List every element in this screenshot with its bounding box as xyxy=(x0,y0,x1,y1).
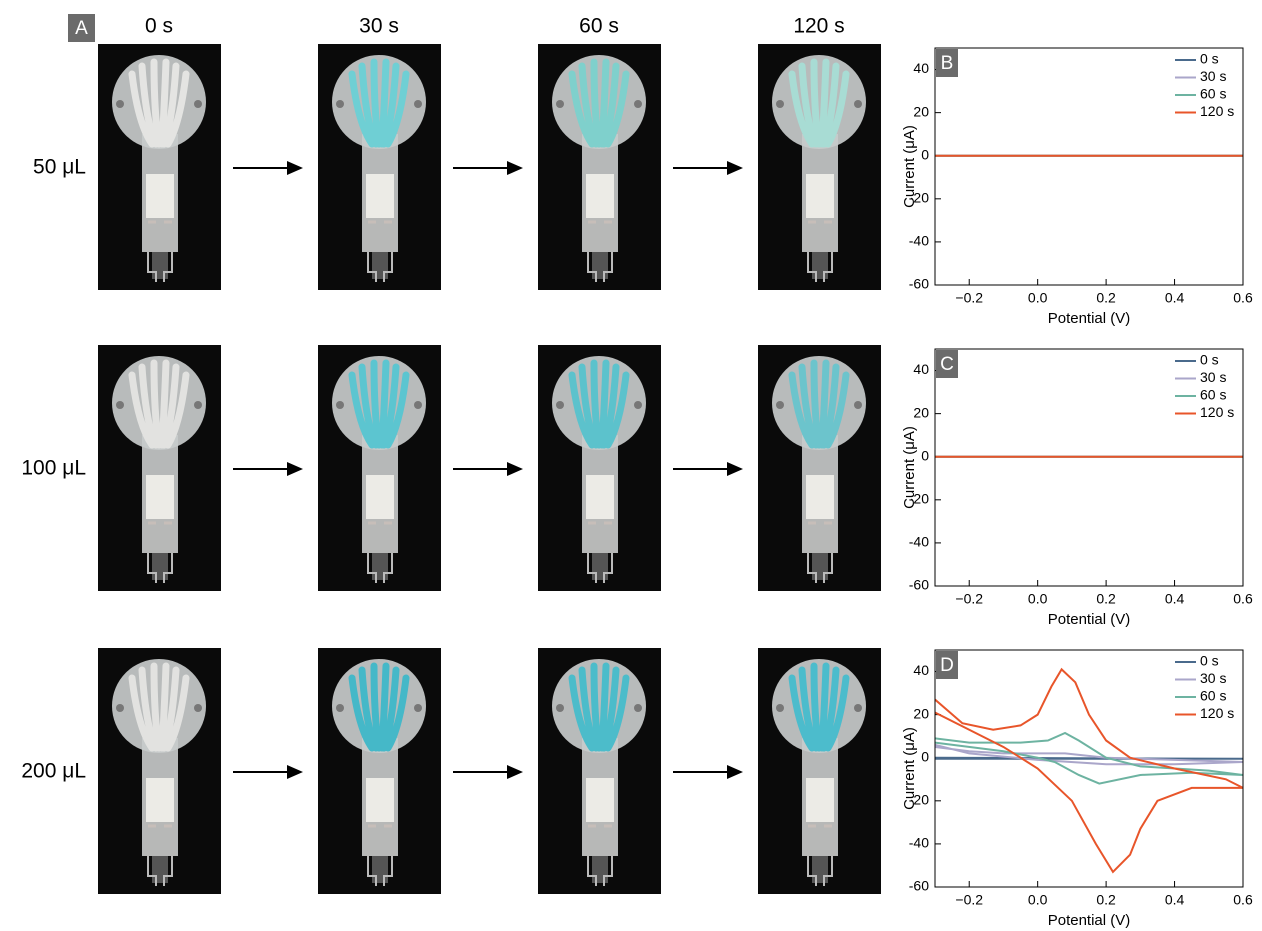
device-photo xyxy=(538,648,661,894)
panel-label: B xyxy=(941,53,954,74)
series-line xyxy=(935,731,1243,785)
panel-label: D xyxy=(940,655,954,676)
y-tick-label: 0 xyxy=(921,447,929,463)
x-tick-label: 0.2 xyxy=(1096,290,1116,306)
plot-frame xyxy=(934,47,1244,286)
x-tick-label: 0.6 xyxy=(1233,290,1253,306)
x-axis-title: Potential (V) xyxy=(1048,912,1131,929)
y-tick-label: -20 xyxy=(909,491,929,507)
legend-label: 120 s xyxy=(1200,103,1234,119)
series-line xyxy=(935,756,1243,760)
arrow-head xyxy=(727,765,743,779)
plot-frame xyxy=(934,649,1244,888)
series-line xyxy=(935,743,1243,766)
device-photo xyxy=(538,345,661,591)
volume-label: 200 μL xyxy=(21,760,86,783)
y-tick-label: -20 xyxy=(909,792,929,808)
legend-label: 30 s xyxy=(1200,369,1226,385)
y-tick-label: 20 xyxy=(913,103,929,119)
x-tick-label: 0.4 xyxy=(1165,290,1185,306)
x-tick-label: 0.6 xyxy=(1233,892,1253,908)
y-tick-label: 40 xyxy=(913,662,929,678)
y-tick-label: -60 xyxy=(909,276,929,292)
panel-label-box xyxy=(936,350,958,378)
x-tick-label: 0.4 xyxy=(1165,892,1185,908)
x-tick-label: 0.2 xyxy=(1096,892,1116,908)
y-tick-label: 20 xyxy=(913,705,929,721)
device-photo xyxy=(98,44,221,290)
panel-label: C xyxy=(940,354,954,375)
arrow-head xyxy=(507,765,523,779)
legend-label: 60 s xyxy=(1200,86,1226,102)
y-tick-label: -40 xyxy=(909,233,929,249)
arrow-head xyxy=(287,161,303,175)
series-line xyxy=(935,667,1243,874)
y-tick-label: -60 xyxy=(909,878,929,894)
x-tick-label: 0.0 xyxy=(1028,892,1048,908)
time-label: 120 s xyxy=(793,15,844,38)
x-tick-label: −0.2 xyxy=(955,892,983,908)
legend-label: 0 s xyxy=(1200,653,1219,669)
arrow-head xyxy=(727,462,743,476)
device-photo xyxy=(98,648,221,894)
device-photo xyxy=(318,44,441,290)
device-photo xyxy=(318,345,441,591)
legend-label: 0 s xyxy=(1200,352,1219,368)
device-photo xyxy=(758,44,881,290)
time-label: 0 s xyxy=(145,15,173,38)
x-axis-title: Potential (V) xyxy=(1048,310,1131,327)
volume-label: 100 μL xyxy=(21,457,86,480)
panel-label-box xyxy=(936,49,958,77)
x-tick-label: −0.2 xyxy=(955,290,983,306)
y-axis-title: Current (μA) xyxy=(901,125,918,208)
y-tick-label: -20 xyxy=(909,190,929,206)
x-axis-title: Potential (V) xyxy=(1048,611,1131,628)
y-tick-label: 20 xyxy=(913,404,929,420)
arrow-head xyxy=(507,161,523,175)
arrow-head xyxy=(507,462,523,476)
y-tick-label: 40 xyxy=(913,361,929,377)
x-tick-label: 0.0 xyxy=(1028,591,1048,607)
panel-label-box xyxy=(936,651,958,679)
y-axis-title: Current (μA) xyxy=(901,727,918,810)
y-tick-label: -40 xyxy=(909,534,929,550)
volume-label: 50 μL xyxy=(33,156,86,179)
y-tick-label: -40 xyxy=(909,835,929,851)
y-tick-label: 40 xyxy=(913,60,929,76)
legend-label: 120 s xyxy=(1200,404,1234,420)
time-label: 30 s xyxy=(359,15,399,38)
device-photo xyxy=(538,44,661,290)
time-label: 60 s xyxy=(579,15,619,38)
y-tick-label: 0 xyxy=(921,146,929,162)
plot-frame xyxy=(934,348,1244,587)
legend-label: 0 s xyxy=(1200,51,1219,67)
device-photo xyxy=(758,648,881,894)
panel-label-box xyxy=(68,14,95,42)
legend-label: 120 s xyxy=(1200,705,1234,721)
panel-label: A xyxy=(75,18,88,39)
arrow-head xyxy=(287,462,303,476)
device-photo xyxy=(98,345,221,591)
device-photo xyxy=(758,345,881,591)
legend-label: 60 s xyxy=(1200,688,1226,704)
x-tick-label: 0.4 xyxy=(1165,591,1185,607)
x-tick-label: −0.2 xyxy=(955,591,983,607)
y-axis-title: Current (μA) xyxy=(901,426,918,509)
x-tick-label: 0.2 xyxy=(1096,591,1116,607)
legend-label: 30 s xyxy=(1200,670,1226,686)
legend-label: 30 s xyxy=(1200,68,1226,84)
y-tick-label: -60 xyxy=(909,577,929,593)
x-tick-label: 0.0 xyxy=(1028,290,1048,306)
y-tick-label: 0 xyxy=(921,748,929,764)
arrow-head xyxy=(727,161,743,175)
x-tick-label: 0.6 xyxy=(1233,591,1253,607)
device-photo xyxy=(318,648,441,894)
legend-label: 60 s xyxy=(1200,387,1226,403)
arrow-head xyxy=(287,765,303,779)
